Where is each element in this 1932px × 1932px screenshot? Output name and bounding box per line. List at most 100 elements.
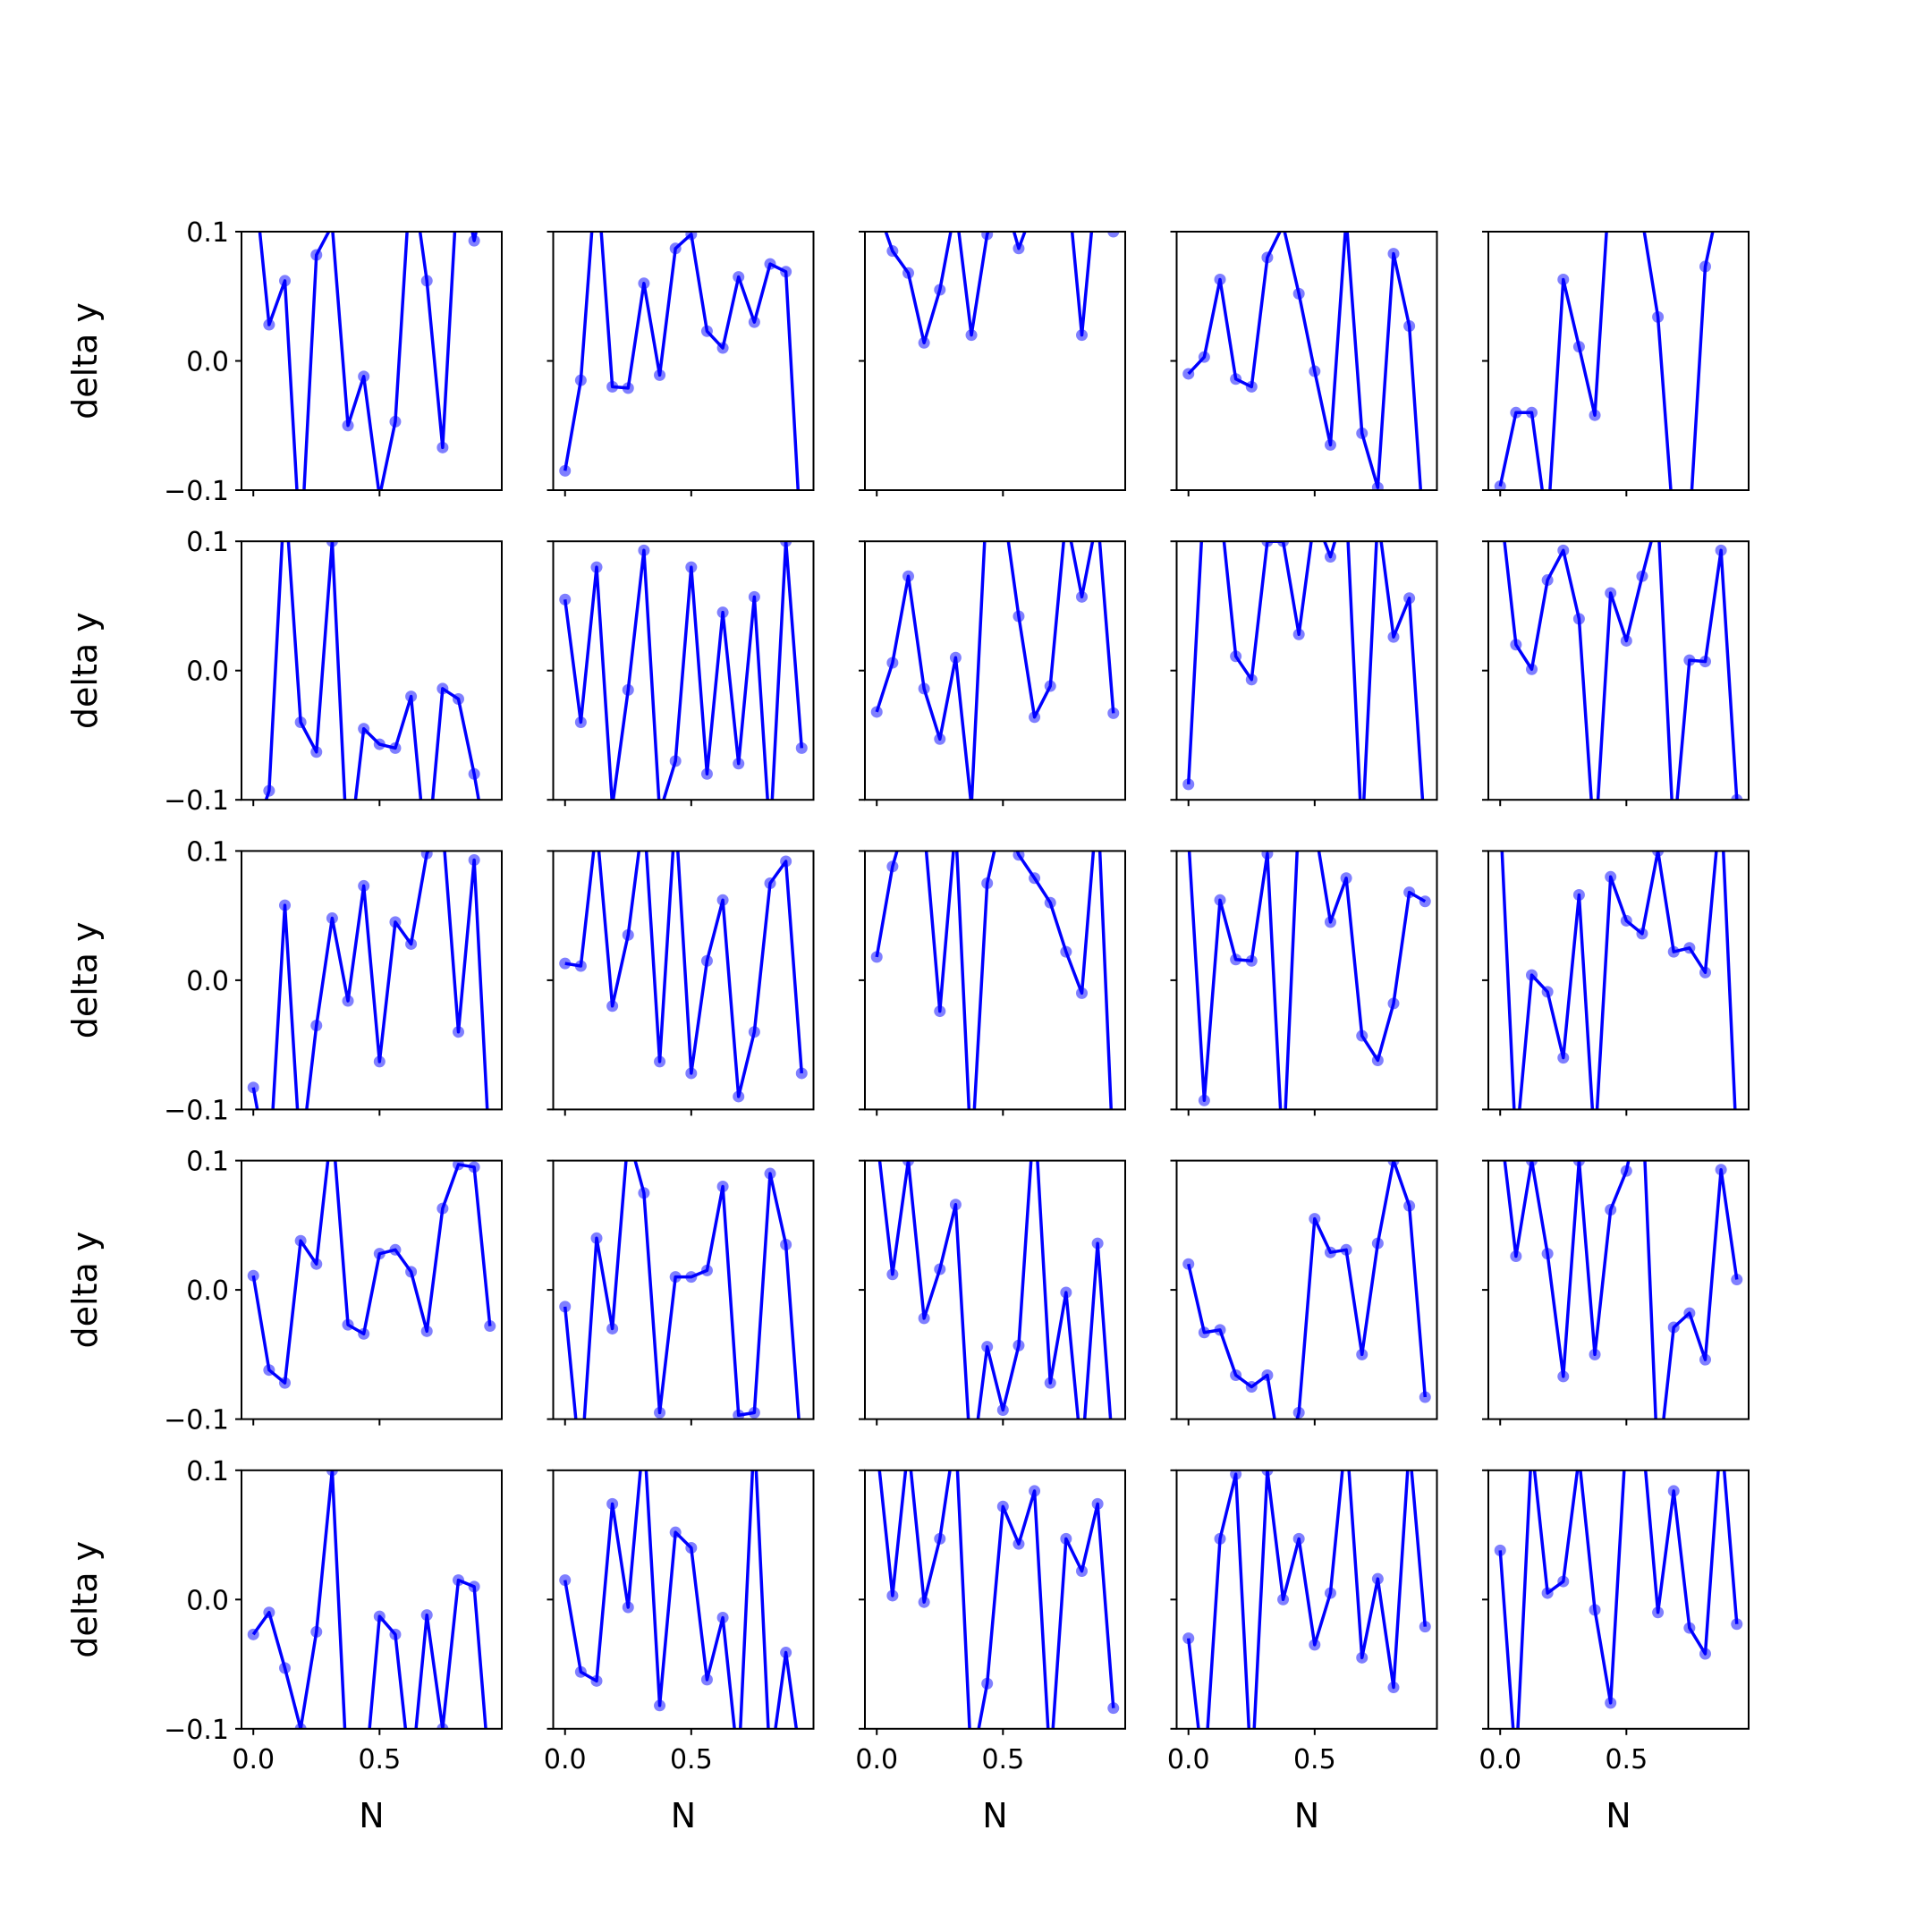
data-point	[436, 1723, 449, 1729]
data-point	[981, 232, 994, 241]
data-point	[1403, 592, 1416, 605]
data-point	[1572, 889, 1585, 902]
data-point	[468, 767, 480, 780]
panel: −0.1 0.0 0.1 delta y	[65, 527, 503, 817]
data-point	[1292, 1406, 1305, 1419]
data-point	[1541, 574, 1554, 587]
data-point	[468, 1580, 480, 1593]
data-point	[1060, 1286, 1072, 1299]
data-point	[870, 951, 883, 963]
data-point	[1667, 1321, 1680, 1334]
data-point	[733, 758, 745, 770]
data-point	[1292, 287, 1305, 300]
data-point	[1371, 1054, 1384, 1066]
data-point	[669, 755, 682, 767]
data-point	[1261, 541, 1274, 547]
data-point	[590, 1232, 603, 1244]
data-point	[1230, 373, 1242, 386]
panel	[1482, 850, 1750, 1116]
data-line	[563, 1160, 801, 1419]
data-line	[1498, 232, 1715, 490]
data-point	[780, 266, 792, 278]
data-point	[1419, 1391, 1431, 1403]
data-point	[1013, 610, 1025, 623]
plot-area	[247, 1160, 496, 1389]
data-point	[934, 1532, 946, 1545]
y-tick-label: 0.1	[186, 1456, 229, 1487]
data-point	[654, 1699, 666, 1712]
data-point	[342, 419, 354, 432]
plot-area	[247, 1470, 487, 1729]
panel	[1170, 231, 1438, 496]
panel	[547, 231, 815, 496]
data-point	[279, 1377, 291, 1389]
data-point	[1699, 966, 1711, 979]
data-line	[1187, 851, 1427, 1110]
data-point	[1510, 1250, 1522, 1263]
data-point	[1356, 1348, 1368, 1360]
data-point	[1356, 1651, 1368, 1664]
data-point	[1013, 1339, 1025, 1352]
data-point	[685, 561, 698, 573]
data-line	[875, 851, 1114, 1110]
data-point	[638, 544, 650, 556]
panel	[859, 231, 1126, 496]
data-point	[1526, 1160, 1538, 1167]
data-point	[1013, 851, 1025, 861]
data-line	[1503, 541, 1739, 801]
data-point	[389, 741, 402, 754]
data-point	[716, 894, 729, 906]
data-line	[877, 1470, 1115, 1729]
plot-area	[1503, 541, 1743, 801]
data-point	[622, 1601, 634, 1614]
data-point	[436, 1202, 449, 1215]
data-point	[1605, 870, 1617, 883]
plot-area	[877, 1160, 1113, 1419]
data-point	[1371, 1572, 1384, 1585]
panel: −0.1 0.0 0.1 delta y	[65, 217, 503, 507]
plot-area	[1494, 1470, 1743, 1729]
plot-area	[1494, 232, 1715, 490]
data-line	[251, 1470, 487, 1729]
data-point	[685, 1067, 698, 1080]
data-point	[358, 879, 370, 892]
y-tick-label: 0.1	[186, 1147, 229, 1178]
data-point	[716, 606, 729, 619]
plot-area	[884, 232, 1120, 349]
data-point	[1107, 232, 1120, 238]
data-point	[1245, 380, 1258, 393]
y-tick-label: −0.1	[164, 1405, 229, 1436]
data-point	[1277, 541, 1290, 547]
data-point	[918, 1596, 930, 1608]
data-point	[764, 877, 776, 890]
y-axis-label: delta y	[65, 1232, 105, 1349]
data-point	[1060, 945, 1072, 958]
data-point	[310, 1625, 323, 1638]
data-point	[436, 441, 449, 453]
data-point	[1636, 928, 1648, 940]
x-tick-label: 0.5	[1293, 1744, 1336, 1775]
x-tick-label: 0.0	[855, 1744, 898, 1775]
data-line	[1503, 1160, 1739, 1419]
data-point	[934, 1005, 946, 1018]
data-point	[1387, 997, 1400, 1010]
data-point	[420, 851, 433, 860]
plot-area	[1503, 1160, 1743, 1419]
x-axis-label: N	[1294, 1796, 1319, 1835]
data-point	[574, 1665, 587, 1678]
data-point	[1557, 273, 1570, 285]
data-point	[468, 234, 480, 247]
data-point	[1526, 406, 1538, 419]
data-point	[1245, 674, 1258, 686]
x-tick-label: 0.5	[1605, 1744, 1648, 1775]
data-point	[373, 1610, 386, 1623]
data-point	[1182, 368, 1195, 380]
data-point	[1076, 1565, 1088, 1578]
data-point	[263, 1364, 275, 1377]
x-axis-label: N	[359, 1796, 384, 1835]
data-point	[1667, 1485, 1680, 1497]
plot-area	[263, 541, 480, 801]
plot-area	[1182, 232, 1423, 490]
panel	[859, 540, 1126, 807]
